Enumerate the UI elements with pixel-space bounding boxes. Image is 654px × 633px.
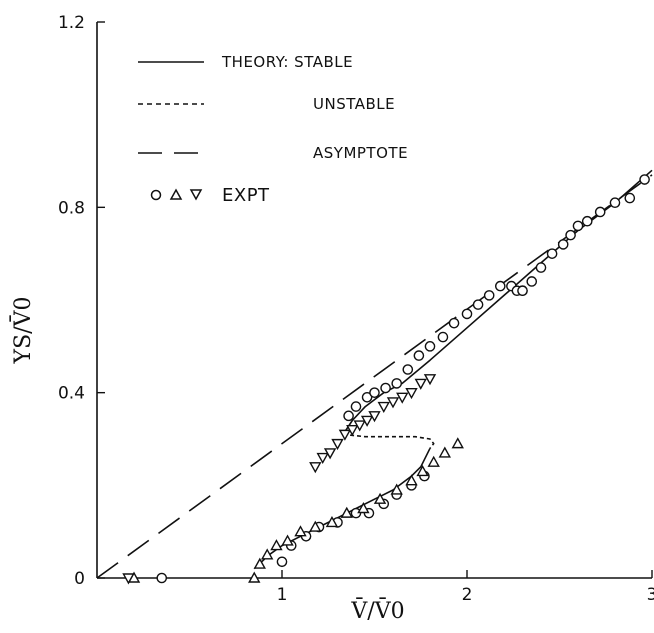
legend-marker-triangle-up	[169, 188, 183, 200]
expt-circle-point	[483, 290, 495, 301]
expt-circle-point	[437, 331, 449, 343]
expt-triangle-up-point	[325, 515, 339, 528]
unstable-theory-line	[343, 433, 435, 449]
y-tick-label: 0.8	[58, 198, 85, 218]
expt-circle-point	[461, 308, 473, 320]
legend-label-stable: THEORY: STABLE	[221, 53, 353, 71]
y-tick-label: 1.2	[58, 13, 85, 33]
expt-triangle-up-point	[248, 571, 261, 583]
expt-triangle-down-point	[316, 452, 329, 464]
expt-circle-point	[494, 280, 506, 292]
expt-triangle-down-point	[396, 392, 409, 404]
y-tick-label: 0	[74, 569, 85, 589]
expt-circle-point	[624, 192, 636, 204]
expt-triangle-up-point	[270, 539, 283, 551]
expt-triangle-up-point	[294, 525, 307, 537]
expt-circle-point	[391, 378, 403, 389]
legend-label-asymptote: ASYMPTOTE	[313, 144, 408, 162]
chart-ticks: 0 0.4 0.8 1.2 1 2 3	[58, 13, 654, 605]
expt-circle-point	[343, 410, 354, 422]
expt-triangle-down-point	[122, 573, 135, 585]
expt-circle-point	[594, 206, 606, 218]
expt-circle-point	[156, 572, 168, 584]
expt-circle-point	[639, 174, 650, 185]
legend-label-unstable: UNSTABLE	[313, 95, 395, 113]
expt-circle-point	[424, 341, 436, 352]
expt-triangle-down-point	[405, 387, 418, 400]
expt-circle-point	[350, 401, 362, 412]
expt-triangle-down-point	[331, 438, 344, 451]
expt-triangle-up-point	[281, 534, 294, 546]
expt-triangle-up-point	[373, 492, 387, 504]
expt-triangle-up-point	[253, 557, 266, 569]
expt-triangle-down-point	[386, 397, 400, 409]
expt-triangle-up-point	[405, 474, 418, 486]
legend-label-expt: EXPT	[222, 185, 270, 206]
expt-triangle-up-point	[438, 446, 451, 458]
expt-triangle-down-point	[353, 420, 366, 432]
y-tick-label: 0.4	[58, 384, 85, 404]
expt-triangle-down-point	[338, 429, 352, 441]
legend: THEORY: STABLE UNSTABLE ASYMPTOTE EXPT	[138, 53, 408, 206]
expt-circle-point	[369, 387, 380, 398]
x-tick-label: 3	[647, 585, 654, 605]
expt-triangle-up-point	[357, 502, 370, 514]
expt-triangle-up-point	[309, 520, 322, 532]
expt-circle-point	[526, 276, 538, 287]
expt-circle-point	[546, 248, 558, 259]
expt-circle-point	[361, 391, 373, 403]
expt-triangle-down-point	[377, 401, 390, 414]
expt-circle-point	[581, 215, 593, 227]
expt-triangle-down-point	[360, 415, 374, 427]
y-axis-label: YS/V̄0	[9, 297, 36, 365]
expt-triangle-down-point	[368, 411, 381, 423]
expt-triangle-down-point	[423, 374, 437, 386]
expt-triangle-down-point	[309, 462, 322, 474]
expt-triangle-up-point	[340, 506, 353, 518]
expt-circle-point	[413, 350, 425, 361]
expt-circle-point	[565, 229, 576, 241]
expt-circle-point	[276, 556, 288, 568]
expt-circle-point	[572, 220, 584, 232]
stable-theory-line-1	[253, 447, 431, 570]
expt-triangle-down-point	[323, 448, 337, 460]
chart-markers	[122, 174, 650, 585]
expt-triangle-down-point	[414, 378, 427, 390]
stable-theory-line-2	[342, 169, 653, 435]
expt-triangle-up-point	[261, 548, 274, 560]
expt-circle-point	[448, 317, 460, 329]
expt-circle-point	[380, 382, 391, 394]
expt-circle-point	[402, 364, 414, 375]
expt-circle-point	[472, 299, 484, 310]
expt-circle-point	[535, 262, 547, 273]
legend-marker-circle	[150, 189, 162, 201]
expt-triangle-down-point	[346, 425, 359, 437]
x-tick-label: 1	[277, 585, 288, 605]
expt-triangle-up-point	[390, 483, 403, 495]
expt-triangle-up-point	[416, 464, 429, 477]
chart-axes	[96, 22, 652, 579]
expt-triangle-up-point	[427, 455, 440, 467]
expt-circle-point	[557, 239, 569, 250]
x-tick-label: 2	[462, 585, 473, 605]
legend-marker-triangle-down	[189, 189, 203, 201]
x-axis-label: V̄/V̄0	[350, 597, 404, 624]
expt-circle-point	[609, 197, 621, 208]
expt-circle-point	[517, 285, 528, 297]
expt-triangle-up-point	[451, 437, 464, 449]
